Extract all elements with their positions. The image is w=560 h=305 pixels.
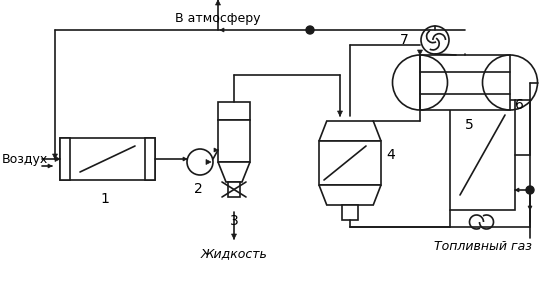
Text: Воздух: Воздух bbox=[2, 152, 48, 166]
Circle shape bbox=[306, 26, 314, 34]
Polygon shape bbox=[48, 164, 52, 168]
Polygon shape bbox=[53, 154, 58, 159]
Text: 2: 2 bbox=[194, 182, 202, 196]
Polygon shape bbox=[206, 160, 211, 164]
Polygon shape bbox=[418, 50, 422, 55]
Polygon shape bbox=[183, 157, 187, 161]
Bar bbox=[342, 205, 358, 220]
Polygon shape bbox=[338, 111, 343, 116]
Polygon shape bbox=[319, 185, 381, 205]
Polygon shape bbox=[218, 162, 250, 182]
Text: 1: 1 bbox=[101, 192, 109, 206]
Text: 6: 6 bbox=[515, 98, 524, 112]
Bar bbox=[60, 138, 70, 180]
Polygon shape bbox=[216, 0, 221, 5]
Text: 4: 4 bbox=[386, 148, 395, 162]
Bar bbox=[218, 120, 250, 162]
Polygon shape bbox=[528, 206, 532, 210]
Polygon shape bbox=[515, 188, 519, 192]
Bar bbox=[218, 102, 250, 120]
Bar bbox=[60, 138, 155, 180]
Bar bbox=[145, 138, 155, 180]
Text: 7: 7 bbox=[400, 33, 409, 47]
Text: 3: 3 bbox=[230, 214, 239, 228]
Bar bbox=[450, 100, 515, 210]
Bar bbox=[228, 182, 240, 197]
Text: Жидкость: Жидкость bbox=[200, 247, 268, 260]
Text: Топливный газ: Топливный газ bbox=[433, 240, 531, 253]
Circle shape bbox=[526, 186, 534, 194]
Polygon shape bbox=[55, 156, 60, 162]
Text: В атмосферу: В атмосферу bbox=[175, 12, 261, 25]
Polygon shape bbox=[214, 148, 218, 152]
Polygon shape bbox=[319, 121, 381, 141]
Polygon shape bbox=[220, 28, 224, 32]
Text: 5: 5 bbox=[465, 118, 474, 132]
Polygon shape bbox=[231, 234, 236, 239]
Bar bbox=[420, 55, 510, 110]
Bar bbox=[319, 141, 381, 185]
